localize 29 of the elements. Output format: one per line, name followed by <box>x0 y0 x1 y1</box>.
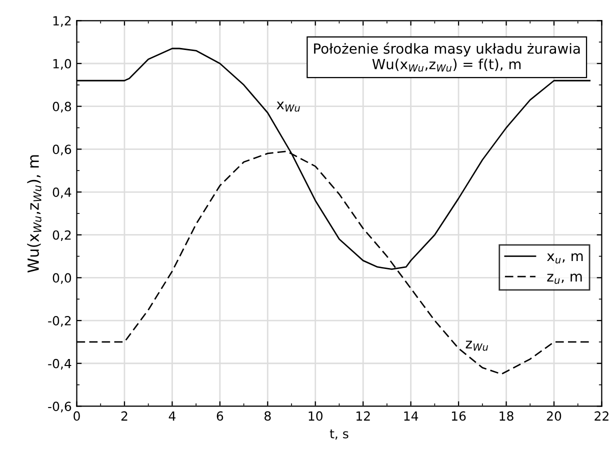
y-tick-label: 0,4 <box>52 187 72 198</box>
x-tick-label: 12 <box>356 411 370 421</box>
x-tick-label: 8 <box>264 411 271 421</box>
y-tick-label: 0,0 <box>52 273 72 284</box>
text: Położenie środka masy układu żurawia Wu(x$_{Wu}$,z$_{Wu}$) = f(t), m <box>314 42 580 72</box>
annotation: x$_{Wu}$ <box>276 102 300 112</box>
x-tick-label: 6 <box>216 411 224 421</box>
x-tick-label: 4 <box>168 411 176 421</box>
legend-label: z$_{u}$, m <box>547 274 582 284</box>
y-tick-label: 0,6 <box>52 144 72 156</box>
y-tick-label: -0,4 <box>48 358 72 370</box>
x-tick-label: 16 <box>452 411 466 421</box>
x-tick-label: 14 <box>404 411 418 421</box>
x-tick-label: 2 <box>121 411 128 421</box>
y-tick-label: 1,2 <box>53 16 71 27</box>
x-tick-label: 0 <box>74 411 80 421</box>
annotation: z$_{Wu}$ <box>466 340 488 351</box>
y-tick-label: 0,8 <box>52 102 72 113</box>
x-tick-label: 18 <box>500 411 514 421</box>
y-tick-label: 0,2 <box>52 230 71 242</box>
y-axis-title: Wu(x$_{Wu}$,z$_{Wu}$), m <box>27 155 42 273</box>
x-tick-label: 10 <box>308 411 322 421</box>
y-tick-label: 1,0 <box>53 58 72 70</box>
y-tick-label: -0,6 <box>48 402 72 412</box>
legend-label: x$_{u}$, m <box>547 253 583 264</box>
x-tick-label: 22 <box>594 411 608 421</box>
y-tick-label: -0,2 <box>48 316 71 327</box>
x-axis-title: t, s <box>330 429 348 440</box>
x-tick-label: 20 <box>546 411 562 421</box>
